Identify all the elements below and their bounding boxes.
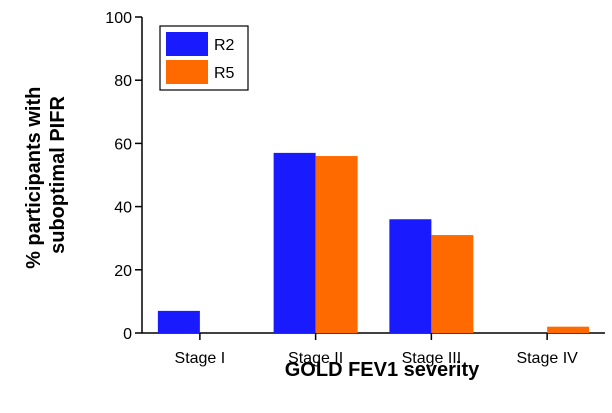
legend-label-r5: R5 [214, 65, 235, 82]
x-tick-label: Stage IV [516, 350, 578, 367]
x-tick-label: Stage III [402, 350, 462, 367]
bar-r5-stage-ii [315, 156, 358, 333]
y-tick-label: 20 [114, 263, 132, 280]
y-tick-label: 80 [114, 73, 132, 90]
legend-swatch-r2 [166, 32, 208, 56]
legend-label-r2: R2 [214, 37, 235, 54]
y-ticks: 0 20 40 60 80 100 [105, 10, 142, 343]
y-axis-title-line-1: % participants with [23, 87, 45, 269]
y-tick-label: 0 [123, 326, 132, 343]
bar-r5-stage-iii [431, 235, 474, 333]
y-axis-title-line-2: suboptimal PIFR [47, 96, 69, 254]
y-tick-label: 60 [114, 136, 132, 153]
x-axis-title: GOLD FEV1 severity [285, 359, 480, 381]
y-axis-title: % participants with suboptimal PIFR [23, 81, 69, 269]
legend: R2 R5 [159, 25, 249, 91]
x-tick-label: Stage II [288, 350, 343, 367]
y-tick-label: 100 [105, 10, 132, 27]
legend-swatch-r5 [166, 60, 208, 84]
bar-r2-stage-i [157, 310, 200, 333]
x-tick-label: Stage I [175, 350, 226, 367]
x-ticks: Stage I Stage II Stage III Stage IV [175, 333, 578, 367]
bar-r2-stage-ii [273, 152, 316, 333]
bar-r5-stage-iv [547, 326, 590, 333]
y-tick-label: 40 [114, 200, 132, 217]
bar-r2-stage-iii [389, 219, 432, 333]
bars [157, 152, 590, 333]
